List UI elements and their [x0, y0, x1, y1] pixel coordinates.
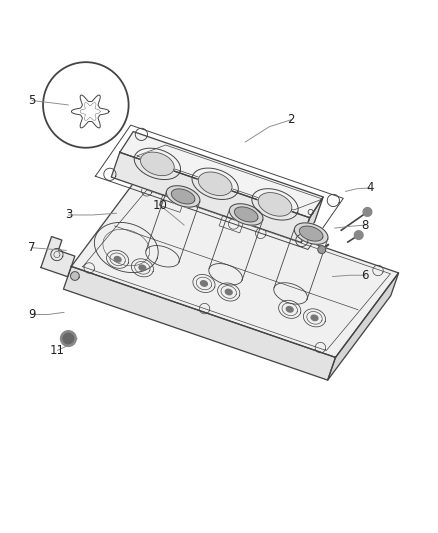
Polygon shape — [120, 132, 323, 217]
Polygon shape — [294, 223, 328, 244]
Polygon shape — [41, 237, 75, 277]
Text: 2: 2 — [287, 114, 295, 126]
Polygon shape — [71, 182, 399, 358]
Text: 6: 6 — [361, 269, 369, 282]
Polygon shape — [201, 281, 207, 286]
Text: 7: 7 — [28, 241, 36, 254]
Polygon shape — [354, 231, 363, 239]
Text: 5: 5 — [28, 94, 36, 107]
Polygon shape — [311, 315, 318, 320]
Text: 8: 8 — [362, 219, 369, 231]
Polygon shape — [166, 185, 200, 207]
Polygon shape — [286, 306, 293, 312]
Text: 11: 11 — [50, 344, 65, 357]
Polygon shape — [225, 289, 232, 295]
Polygon shape — [230, 204, 263, 225]
Text: 3: 3 — [65, 208, 72, 222]
Text: 10: 10 — [152, 199, 167, 212]
Polygon shape — [363, 207, 372, 216]
Polygon shape — [328, 273, 399, 380]
Polygon shape — [171, 189, 195, 204]
Polygon shape — [258, 192, 292, 216]
Text: 4: 4 — [366, 181, 373, 195]
Polygon shape — [63, 333, 74, 344]
Polygon shape — [64, 266, 336, 380]
Polygon shape — [300, 226, 323, 241]
Polygon shape — [198, 172, 232, 196]
Polygon shape — [114, 256, 121, 262]
Text: 9: 9 — [28, 308, 36, 321]
Polygon shape — [318, 246, 326, 254]
Polygon shape — [301, 197, 323, 243]
Polygon shape — [234, 207, 258, 222]
Polygon shape — [111, 152, 310, 243]
Polygon shape — [71, 272, 79, 280]
Polygon shape — [139, 265, 146, 271]
Polygon shape — [60, 330, 76, 346]
Polygon shape — [141, 152, 174, 176]
